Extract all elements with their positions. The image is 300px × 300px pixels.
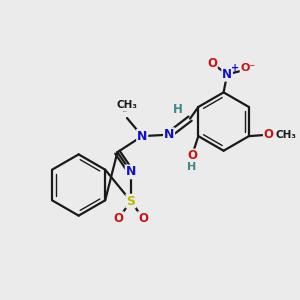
Text: H: H xyxy=(187,162,196,172)
Text: S: S xyxy=(126,195,135,208)
Text: O: O xyxy=(264,128,274,141)
Text: O⁻: O⁻ xyxy=(241,64,256,74)
Text: CH₃: CH₃ xyxy=(116,100,137,110)
Text: O: O xyxy=(114,212,124,225)
Text: CH₃: CH₃ xyxy=(275,130,296,140)
Text: N: N xyxy=(222,68,232,81)
Text: N: N xyxy=(164,128,174,141)
Text: N: N xyxy=(137,130,147,142)
Text: methyl: methyl xyxy=(123,111,128,112)
Text: O: O xyxy=(207,57,217,70)
Text: O: O xyxy=(138,212,148,225)
Text: N: N xyxy=(126,165,136,178)
Text: H: H xyxy=(173,103,183,116)
Text: O: O xyxy=(187,149,197,163)
Text: +: + xyxy=(231,64,239,74)
